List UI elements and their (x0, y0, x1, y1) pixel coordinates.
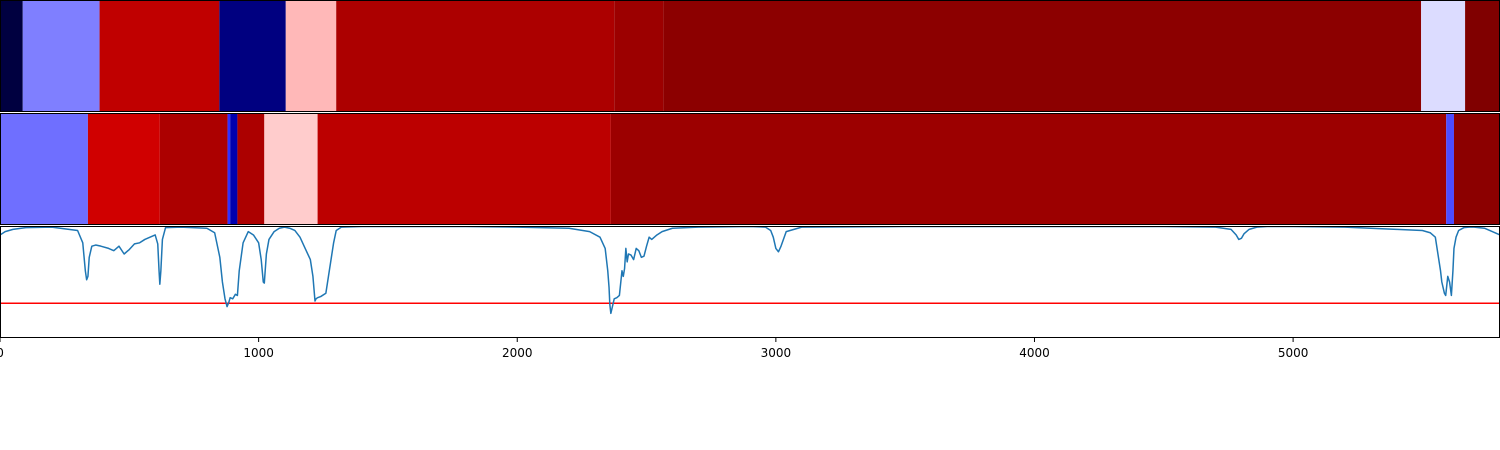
heatmap-cell-top-0 (0, 0, 23, 112)
heatmap-cell-top-2 (99, 0, 220, 112)
heatmap-cell-bottom-1 (87, 113, 160, 225)
heatmap-cell-bottom-10 (1453, 113, 1500, 225)
heatmap-strip-top (0, 0, 1500, 112)
heatmap-cell-bottom-7 (317, 113, 611, 225)
heatmap-cell-top-5 (336, 0, 615, 112)
heatmap-cell-bottom-2 (159, 113, 228, 225)
heatmap-cell-top-7 (663, 0, 1422, 112)
x-tick-label: 5000 (1278, 346, 1309, 360)
heatmap-cell-top-1 (22, 0, 100, 112)
heatmap-cell-top-3 (219, 0, 286, 112)
heatmap-cell-top-9 (1465, 0, 1500, 112)
heatmap-cell-bottom-3 (227, 113, 231, 225)
heatmap-cell-bottom-5 (237, 113, 265, 225)
x-tick-label: 4000 (1019, 346, 1050, 360)
heatmap-cell-bottom-4 (230, 113, 238, 225)
heatmap-cell-top-8 (1421, 0, 1466, 112)
heatmap-cell-bottom-6 (264, 113, 318, 225)
line-plot-panel: 0 1000 2000 3000 4000 5000 (0, 226, 1500, 360)
x-tick-label: 0 (0, 346, 4, 360)
heatmap-cell-bottom-9 (1446, 113, 1454, 225)
x-tick-label: 1000 (243, 346, 274, 360)
heatmap-cell-top-6 (614, 0, 664, 112)
heatmap-cell-bottom-8 (610, 113, 1447, 225)
heatmap-cell-top-4 (285, 0, 337, 112)
x-tick-label: 2000 (502, 346, 533, 360)
heatmap-strip-bottom (0, 113, 1500, 225)
heatmap-cell-bottom-0 (0, 113, 88, 225)
x-tick-label: 3000 (761, 346, 792, 360)
